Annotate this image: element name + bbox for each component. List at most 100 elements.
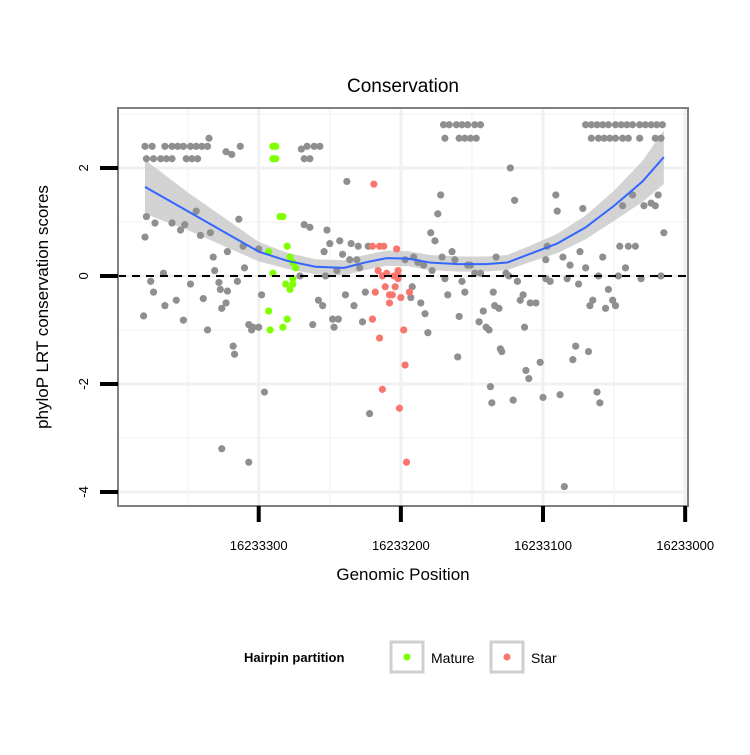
point-other bbox=[458, 121, 466, 129]
point-other bbox=[611, 134, 620, 142]
point-other bbox=[636, 134, 644, 142]
point-other bbox=[624, 134, 632, 142]
point-other bbox=[587, 121, 595, 129]
point-other bbox=[353, 256, 361, 264]
point-other bbox=[601, 304, 610, 312]
point-other bbox=[479, 307, 487, 315]
y-tick-label: 0 bbox=[76, 272, 91, 279]
point-other bbox=[350, 302, 358, 310]
point-other bbox=[660, 229, 668, 237]
point-other bbox=[466, 261, 475, 269]
point-mature bbox=[272, 142, 280, 150]
point-star bbox=[402, 458, 411, 466]
point-other bbox=[236, 142, 244, 150]
point-other bbox=[199, 295, 207, 303]
point-other bbox=[520, 323, 529, 331]
point-other bbox=[141, 233, 149, 241]
point-star bbox=[380, 242, 388, 250]
point-other bbox=[216, 285, 224, 294]
point-other bbox=[614, 272, 622, 280]
point-other bbox=[519, 291, 527, 299]
point-other bbox=[471, 121, 479, 129]
point-other bbox=[651, 134, 659, 142]
point-other bbox=[233, 277, 242, 285]
point-other bbox=[624, 242, 632, 250]
point-other bbox=[593, 121, 601, 129]
point-other bbox=[619, 202, 627, 210]
point-other bbox=[206, 229, 214, 237]
point-other bbox=[611, 302, 620, 310]
point-other bbox=[147, 277, 155, 285]
point-other bbox=[161, 302, 169, 310]
point-other bbox=[569, 356, 577, 364]
point-other bbox=[582, 121, 590, 129]
point-other bbox=[215, 278, 223, 287]
point-other bbox=[424, 329, 432, 337]
point-other bbox=[489, 288, 497, 296]
point-other bbox=[223, 248, 232, 256]
point-star bbox=[397, 293, 405, 302]
point-other bbox=[466, 134, 475, 142]
point-other bbox=[356, 264, 364, 272]
point-other bbox=[641, 121, 649, 129]
point-other bbox=[401, 256, 409, 264]
point-other bbox=[539, 393, 547, 402]
point-other bbox=[192, 207, 200, 215]
point-other bbox=[431, 237, 439, 245]
point-other bbox=[203, 142, 212, 150]
x-axis-label: Genomic Position bbox=[336, 565, 469, 584]
point-other bbox=[452, 121, 460, 129]
legend-title: Hairpin partition bbox=[244, 650, 344, 665]
point-star bbox=[381, 283, 389, 291]
point-other bbox=[498, 347, 506, 356]
point-star bbox=[378, 385, 386, 393]
point-other bbox=[444, 291, 452, 299]
legend-label-star: Star bbox=[531, 650, 557, 666]
point-other bbox=[218, 445, 226, 453]
point-other bbox=[654, 191, 662, 199]
point-other bbox=[574, 280, 583, 288]
point-other bbox=[526, 299, 534, 307]
point-other bbox=[179, 142, 187, 150]
point-star bbox=[388, 291, 396, 299]
y-tick-label: -2 bbox=[76, 378, 91, 390]
y-tick-label: -4 bbox=[76, 486, 91, 498]
point-other bbox=[209, 253, 217, 261]
point-other bbox=[240, 264, 249, 272]
point-other bbox=[192, 142, 200, 150]
point-other bbox=[552, 191, 560, 199]
point-other bbox=[149, 288, 158, 296]
point-other bbox=[619, 134, 627, 142]
point-other bbox=[161, 142, 169, 150]
point-other bbox=[536, 358, 544, 366]
legend-dot-star bbox=[503, 653, 511, 661]
point-other bbox=[438, 253, 446, 261]
point-other bbox=[194, 155, 202, 163]
point-other bbox=[142, 212, 151, 221]
point-other bbox=[628, 191, 637, 199]
point-mature bbox=[279, 323, 287, 331]
point-other bbox=[636, 121, 644, 129]
point-other bbox=[560, 482, 568, 491]
point-other bbox=[336, 237, 344, 245]
point-other bbox=[182, 155, 190, 163]
point-other bbox=[628, 121, 637, 129]
point-other bbox=[196, 231, 205, 240]
point-other bbox=[255, 323, 263, 331]
point-star bbox=[393, 245, 401, 253]
point-other bbox=[428, 266, 436, 275]
point-other bbox=[319, 302, 327, 310]
point-other bbox=[176, 226, 185, 234]
point-other bbox=[174, 142, 182, 150]
point-other bbox=[186, 280, 195, 288]
point-other bbox=[516, 296, 524, 304]
point-other bbox=[599, 121, 607, 129]
point-other bbox=[488, 399, 496, 407]
point-other bbox=[476, 121, 485, 129]
point-other bbox=[229, 342, 237, 350]
point-other bbox=[148, 142, 156, 150]
point-other bbox=[230, 350, 239, 358]
point-other bbox=[586, 302, 594, 310]
point-star bbox=[391, 283, 399, 291]
